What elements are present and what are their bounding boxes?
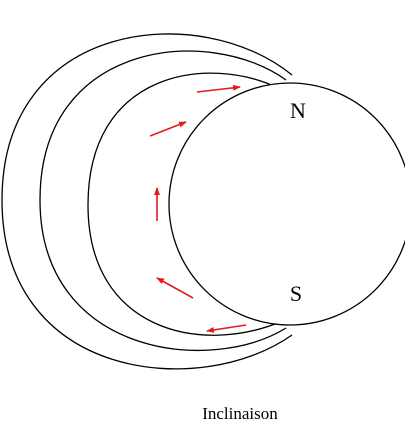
field-line-inner (87, 72, 281, 336)
field-arrow (156, 277, 194, 299)
south-label: S (290, 281, 302, 306)
field-arrow (196, 84, 241, 93)
earth (168, 82, 405, 326)
north-label: N (290, 98, 306, 123)
caption: Inclinaison (202, 404, 278, 423)
field-line-middle (39, 50, 287, 351)
field-line-outer (1, 33, 293, 370)
field-arrow (149, 121, 187, 137)
field-arrow (206, 324, 247, 333)
